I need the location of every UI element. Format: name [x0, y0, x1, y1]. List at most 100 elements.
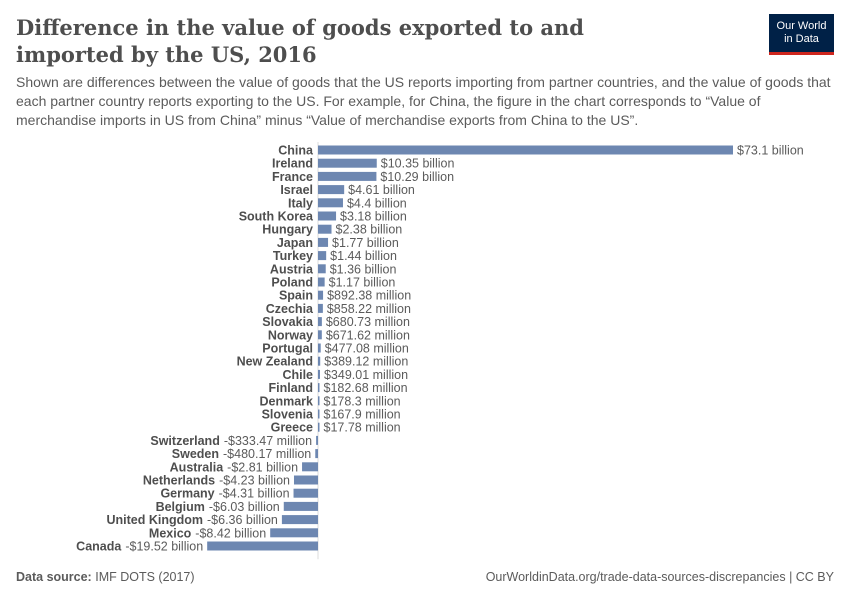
- category-label: Poland: [271, 276, 313, 290]
- bar[interactable]: [318, 396, 320, 406]
- bar[interactable]: [316, 435, 318, 445]
- value-label: $4.61 billion: [348, 183, 415, 197]
- bar[interactable]: [281, 515, 318, 525]
- bar[interactable]: [318, 383, 320, 393]
- value-label: -$333.47 million: [224, 434, 312, 448]
- data-source: Data source: IMF DOTS (2017): [16, 570, 195, 584]
- bar[interactable]: [207, 541, 318, 551]
- bar[interactable]: [318, 303, 323, 313]
- value-label: -$6.36 billion: [207, 513, 278, 527]
- category-label: Australia: [170, 460, 225, 474]
- bar[interactable]: [318, 330, 322, 340]
- category-label: Norway: [268, 328, 313, 342]
- value-label: $671.62 million: [326, 328, 410, 342]
- category-label: Israel: [280, 183, 313, 197]
- category-label: Denmark: [260, 394, 314, 408]
- bar[interactable]: [318, 145, 733, 155]
- bar[interactable]: [293, 488, 318, 498]
- value-label: $167.9 million: [324, 408, 401, 422]
- category-label: Slovenia: [262, 408, 314, 422]
- value-label: $4.4 billion: [347, 196, 407, 210]
- category-label: Belgium: [156, 500, 205, 514]
- category-label: China: [278, 144, 314, 158]
- value-label: $178.3 million: [324, 394, 401, 408]
- category-label: Chile: [282, 368, 313, 382]
- category-label: Ireland: [272, 157, 313, 171]
- chart-subtitle: Shown are differences between the value …: [16, 74, 831, 128]
- bar[interactable]: [318, 409, 320, 419]
- value-label: $1.17 billion: [329, 276, 396, 290]
- bar[interactable]: [318, 356, 321, 366]
- category-label: Slovakia: [262, 315, 314, 329]
- bar[interactable]: [318, 251, 327, 261]
- category-label: Switzerland: [150, 434, 219, 448]
- bar[interactable]: [293, 475, 318, 485]
- bar-chart: $73.1 billion China $10.35 billion Ireland $…: [76, 142, 804, 560]
- category-label: Japan: [277, 236, 313, 250]
- value-label: -$480.17 million: [223, 447, 311, 461]
- category-label: Spain: [279, 289, 313, 303]
- value-label: -$8.42 billion: [195, 526, 266, 540]
- category-label: Portugal: [262, 342, 313, 356]
- value-label: $349.01 million: [324, 368, 408, 382]
- bar[interactable]: [318, 211, 337, 221]
- bar[interactable]: [270, 528, 318, 538]
- logo-line-1: Our World: [776, 20, 827, 32]
- bar[interactable]: [318, 185, 345, 195]
- category-label: Italy: [288, 196, 313, 210]
- value-label: $680.73 million: [326, 315, 410, 329]
- value-label: $2.38 billion: [336, 223, 403, 237]
- bar[interactable]: [315, 449, 318, 459]
- category-label: United Kingdom: [106, 513, 203, 527]
- value-label: -$4.23 billion: [219, 474, 290, 488]
- chart-title: Difference in the value of goods exporte…: [16, 15, 584, 67]
- footer-url[interactable]: OurWorldinData.org/trade-data-sources-di…: [485, 570, 834, 584]
- bar[interactable]: [318, 171, 377, 181]
- bar[interactable]: [318, 158, 377, 168]
- value-label: $17.78 million: [324, 421, 401, 435]
- value-label: -$2.81 billion: [227, 460, 298, 474]
- value-label: -$6.03 billion: [209, 500, 280, 514]
- source-label: Data source:: [16, 570, 92, 584]
- logo-line-2: in Data: [784, 33, 819, 45]
- category-label: New Zealand: [237, 355, 313, 369]
- bar[interactable]: [302, 462, 318, 472]
- category-label: Turkey: [273, 249, 313, 263]
- bar[interactable]: [318, 264, 326, 274]
- value-label: $1.44 billion: [330, 249, 397, 263]
- value-label: $892.38 million: [327, 289, 411, 303]
- bar[interactable]: [318, 422, 320, 432]
- category-label: Sweden: [172, 447, 219, 461]
- value-label: $1.36 billion: [330, 262, 397, 276]
- category-label: Greece: [271, 421, 313, 435]
- bar[interactable]: [318, 224, 332, 234]
- value-label: $73.1 billion: [737, 144, 804, 158]
- owid-logo[interactable]: Our World in Data: [769, 14, 834, 55]
- value-label: $10.35 billion: [381, 157, 455, 171]
- bar[interactable]: [318, 290, 324, 300]
- value-label: $858.22 million: [327, 302, 411, 316]
- category-label: France: [272, 170, 313, 184]
- value-label: $477.08 million: [325, 342, 409, 356]
- source-value[interactable]: IMF DOTS (2017): [95, 570, 195, 584]
- bar[interactable]: [318, 343, 321, 353]
- bar[interactable]: [318, 369, 320, 379]
- category-label: Finland: [269, 381, 313, 395]
- category-label: Austria: [270, 262, 314, 276]
- value-label: -$4.31 billion: [219, 487, 290, 501]
- value-label: $10.29 billion: [380, 170, 454, 184]
- bar[interactable]: [318, 317, 322, 327]
- category-label: Mexico: [149, 526, 192, 540]
- value-label: $3.18 billion: [340, 210, 407, 224]
- bar[interactable]: [283, 501, 318, 511]
- bar[interactable]: [318, 198, 343, 208]
- category-label: Canada: [76, 540, 122, 554]
- bar[interactable]: [318, 237, 329, 247]
- bar[interactable]: [318, 277, 325, 287]
- value-label: $1.77 billion: [332, 236, 399, 250]
- category-label: South Korea: [239, 210, 314, 224]
- value-label: -$19.52 billion: [125, 540, 203, 554]
- category-label: Germany: [160, 487, 214, 501]
- category-label: Hungary: [262, 223, 313, 237]
- value-label: $182.68 million: [324, 381, 408, 395]
